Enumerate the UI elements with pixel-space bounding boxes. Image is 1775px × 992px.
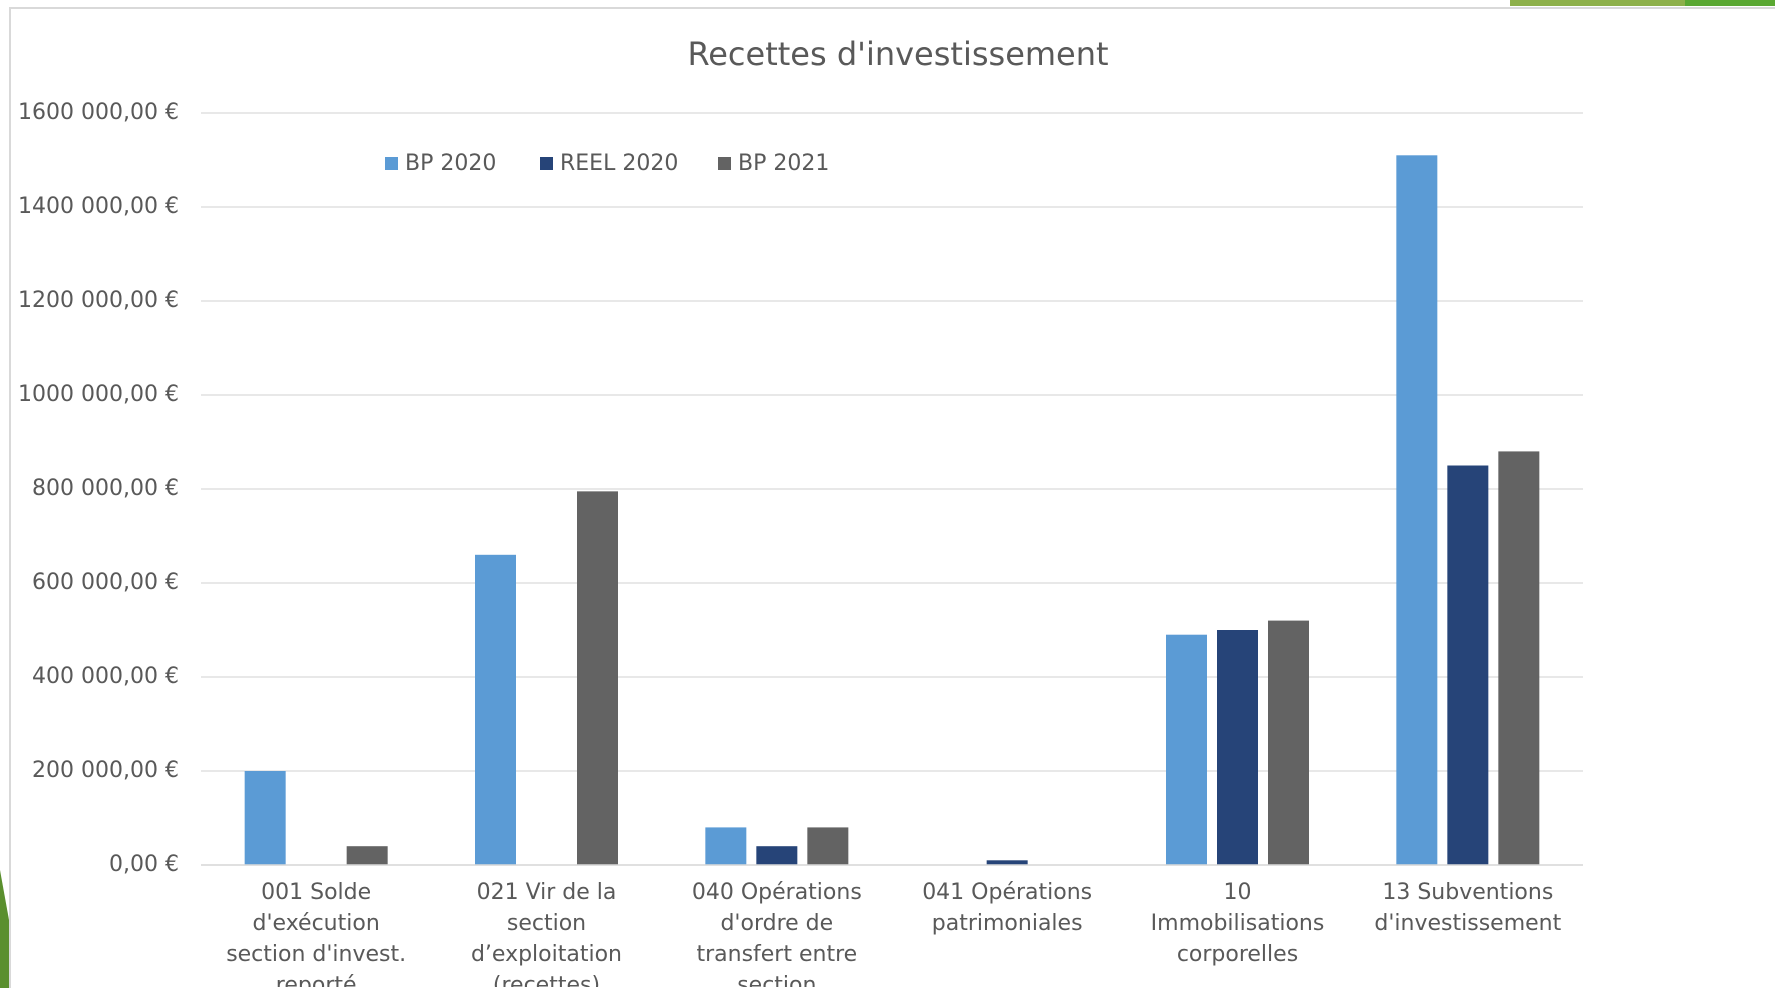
y-tick-label: 1200 000,00 € (18, 288, 179, 313)
bar (475, 554, 516, 865)
legend-label: REEL 2020 (560, 151, 678, 176)
bar (705, 827, 747, 865)
y-tick-label: 1600 000,00 € (18, 100, 179, 125)
x-tick-label: 040 Opérations d'ordre de transfert entr… (691, 880, 862, 987)
bar (1447, 465, 1489, 865)
bar (1268, 620, 1309, 865)
bar (1217, 630, 1258, 865)
bar (986, 860, 1028, 865)
legend-swatch (540, 157, 553, 170)
bar (1166, 634, 1207, 865)
x-tick-label-box: 040 Opérations d'ordre de transfert entr… (691, 880, 862, 987)
legend-swatch (718, 157, 731, 170)
chart-frame (9, 7, 1775, 992)
x-tick-label: 021 Vir de la section d’exploitation (re… (470, 880, 622, 987)
y-tick-label: 800 000,00 € (32, 476, 179, 501)
x-tick-label: 041 Opérations patrimoniales (922, 880, 1093, 936)
legend-label: BP 2020 (405, 151, 496, 176)
y-tick-label: 1000 000,00 € (18, 382, 179, 407)
bar (756, 846, 798, 865)
bar (1498, 451, 1540, 865)
legend-label: BP 2021 (738, 151, 829, 176)
x-tick-label-box: 001 Solde d'exécution section d'invest. … (226, 880, 407, 987)
chart-title: Recettes d'investissement (687, 35, 1108, 73)
x-tick-label: 10 Immobilisations corporelles (1150, 880, 1325, 967)
bar (577, 491, 618, 865)
bar (807, 827, 849, 865)
bar (244, 771, 286, 865)
x-tick-label-box: 13 Subventions d'investissement (1374, 880, 1562, 936)
x-tick-label-box: 041 Opérations patrimoniales (922, 880, 1093, 936)
decor-stripe (1685, 0, 1775, 6)
y-tick-label: 200 000,00 € (32, 758, 179, 783)
decor-stripe (0, 870, 9, 988)
x-tick-label-box: 021 Vir de la section d’exploitation (re… (470, 880, 622, 987)
decor-stripe (1510, 0, 1775, 6)
y-tick-label: 1400 000,00 € (18, 194, 179, 219)
legend-swatch (385, 157, 398, 170)
y-tick-label: 600 000,00 € (32, 570, 179, 595)
bar (346, 846, 388, 865)
y-tick-label: 0,00 € (109, 852, 179, 877)
y-tick-label: 400 000,00 € (32, 664, 179, 689)
x-tick-label: 13 Subventions d'investissement (1374, 880, 1562, 936)
x-tick-label: 001 Solde d'exécution section d'invest. … (226, 880, 407, 987)
bar (1396, 155, 1438, 866)
x-tick-label-box: 10 Immobilisations corporelles (1150, 880, 1325, 967)
